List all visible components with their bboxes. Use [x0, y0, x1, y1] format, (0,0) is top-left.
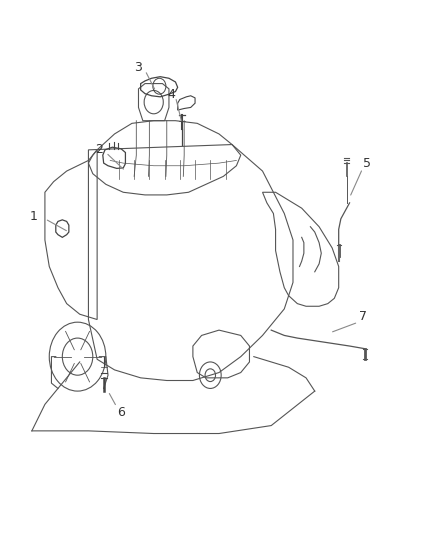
Text: 7: 7: [359, 310, 367, 324]
Text: 3: 3: [134, 61, 142, 74]
Text: 4: 4: [167, 87, 175, 101]
Text: 5: 5: [363, 157, 371, 169]
Text: 6: 6: [117, 406, 125, 419]
Text: 1: 1: [30, 209, 38, 223]
Text: 2: 2: [95, 143, 103, 156]
